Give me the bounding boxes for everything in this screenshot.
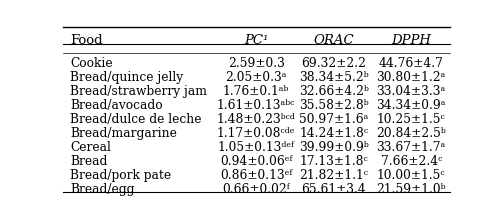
Text: 69.32±2.2: 69.32±2.2 bbox=[301, 57, 366, 70]
Text: 2.59±0.3: 2.59±0.3 bbox=[228, 57, 284, 70]
Text: 21.82±1.1ᶜ: 21.82±1.1ᶜ bbox=[299, 169, 368, 182]
Text: Bread/dulce de leche: Bread/dulce de leche bbox=[70, 113, 202, 126]
Text: 32.66±4.2ᵇ: 32.66±4.2ᵇ bbox=[299, 85, 368, 98]
Text: 0.86±0.13ᵉᶠ: 0.86±0.13ᵉᶠ bbox=[220, 169, 292, 182]
Text: Bread/strawberry jam: Bread/strawberry jam bbox=[70, 85, 207, 98]
Text: Cereal: Cereal bbox=[70, 141, 111, 154]
Text: 10.00±1.5ᶜ: 10.00±1.5ᶜ bbox=[377, 169, 446, 182]
Text: 50.97±1.6ᵃ: 50.97±1.6ᵃ bbox=[299, 113, 368, 126]
Text: PC¹: PC¹ bbox=[244, 34, 268, 47]
Text: 10.25±1.5ᶜ: 10.25±1.5ᶜ bbox=[377, 113, 446, 126]
Text: 17.13±1.8ᶜ: 17.13±1.8ᶜ bbox=[300, 155, 368, 168]
Text: Bread: Bread bbox=[70, 155, 108, 168]
Text: 30.80±1.2ᵃ: 30.80±1.2ᵃ bbox=[376, 71, 446, 84]
Text: Bread/margarine: Bread/margarine bbox=[70, 127, 177, 140]
Text: 1.17±0.08ᶜᵈᵉ: 1.17±0.08ᶜᵈᵉ bbox=[217, 127, 296, 140]
Text: 7.66±2.4ᶜ: 7.66±2.4ᶜ bbox=[380, 155, 442, 168]
Text: 65.61±3.4: 65.61±3.4 bbox=[302, 183, 366, 196]
Text: Cookie: Cookie bbox=[70, 57, 113, 70]
Text: 39.99±0.9ᵇ: 39.99±0.9ᵇ bbox=[299, 141, 368, 154]
Text: 20.84±2.5ᵇ: 20.84±2.5ᵇ bbox=[376, 127, 446, 140]
Text: 35.58±2.8ᵇ: 35.58±2.8ᵇ bbox=[299, 99, 368, 112]
Text: 0.66±0.02ᶠ: 0.66±0.02ᶠ bbox=[222, 183, 290, 196]
Text: 34.34±0.9ᵃ: 34.34±0.9ᵃ bbox=[376, 99, 446, 112]
Text: Bread/quince jelly: Bread/quince jelly bbox=[70, 71, 184, 84]
Text: Bread/avocado: Bread/avocado bbox=[70, 99, 163, 112]
Text: 1.48±0.23ᵇᶜᵈ: 1.48±0.23ᵇᶜᵈ bbox=[217, 113, 296, 126]
Text: DPPH: DPPH bbox=[392, 34, 431, 47]
Text: 33.67±1.7ᵃ: 33.67±1.7ᵃ bbox=[376, 141, 446, 154]
Text: 1.61±0.13ᵃᵇᶜ: 1.61±0.13ᵃᵇᶜ bbox=[217, 99, 296, 112]
Text: 38.34±5.2ᵇ: 38.34±5.2ᵇ bbox=[299, 71, 368, 84]
Text: 1.76±0.1ᵃᵇ: 1.76±0.1ᵃᵇ bbox=[223, 85, 290, 98]
Text: 33.04±3.3ᵃ: 33.04±3.3ᵃ bbox=[376, 85, 446, 98]
Text: 0.94±0.06ᵉᶠ: 0.94±0.06ᵉᶠ bbox=[220, 155, 292, 168]
Text: 14.24±1.8ᶜ: 14.24±1.8ᶜ bbox=[299, 127, 368, 140]
Text: 44.76±4.7: 44.76±4.7 bbox=[379, 57, 444, 70]
Text: 21.59±1.0ᵇ: 21.59±1.0ᵇ bbox=[376, 183, 446, 196]
Text: ORAC: ORAC bbox=[314, 34, 354, 47]
Text: Bread/egg: Bread/egg bbox=[70, 183, 135, 196]
Text: Bread/pork pate: Bread/pork pate bbox=[70, 169, 172, 182]
Text: 1.05±0.13ᵈᵉᶠ: 1.05±0.13ᵈᵉᶠ bbox=[218, 141, 295, 154]
Text: Food: Food bbox=[70, 34, 103, 47]
Text: 2.05±0.3ᵃ: 2.05±0.3ᵃ bbox=[226, 71, 287, 84]
